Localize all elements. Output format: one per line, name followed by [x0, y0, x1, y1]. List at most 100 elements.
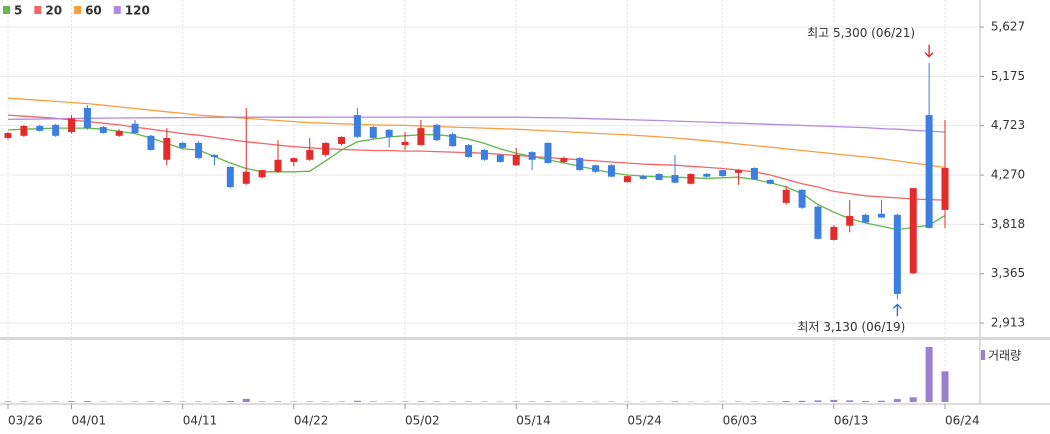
volume-bar [195, 401, 203, 402]
candle-body [766, 179, 774, 184]
candle-body [449, 134, 457, 147]
candle-body [52, 124, 60, 136]
candle-body [735, 170, 743, 173]
candle-body [179, 142, 187, 148]
moving-average-line [7, 97, 946, 169]
volume-bar [782, 401, 790, 402]
volume-legend-swatch [981, 350, 985, 360]
candle-body [385, 129, 393, 137]
volume-bar [893, 399, 901, 402]
candle-body [830, 226, 838, 240]
candle-body [814, 206, 822, 239]
candle-body [480, 149, 488, 160]
candle-body [274, 159, 282, 172]
candle-body [512, 154, 520, 166]
y-tick-label: 5,627 [991, 20, 1025, 34]
volume-bar [226, 401, 234, 402]
candle-body [115, 130, 123, 136]
volume-bar [798, 400, 806, 402]
volume-bar [147, 401, 155, 402]
candle-body [417, 128, 425, 146]
candle-body [353, 115, 361, 137]
candle-body [750, 167, 758, 180]
low-arrow [892, 303, 902, 317]
candle-body [576, 158, 584, 171]
candle-body [687, 173, 695, 184]
y-tick-label: 4,723 [991, 118, 1025, 132]
candle-body [862, 214, 870, 223]
candle-body [131, 123, 139, 134]
volume-bar [671, 401, 679, 402]
candle-body [99, 127, 107, 134]
candle-body [465, 145, 473, 158]
volume-bar [242, 398, 250, 402]
x-tick-label: 04/11 [183, 414, 218, 428]
x-tick-label: 06/03 [723, 414, 758, 428]
candle-body [433, 124, 441, 141]
y-tick-label: 3,818 [991, 217, 1025, 231]
low-annotation: 최저 3,130 (06/19) [797, 320, 905, 334]
volume-bar [544, 401, 552, 402]
candle-body [877, 213, 885, 218]
volume-bar [369, 401, 377, 402]
high-annotation: 최고 5,300 (06/21) [807, 26, 915, 40]
y-tick-label: 5,175 [991, 69, 1025, 83]
volume-bar [846, 400, 854, 402]
candle-body [941, 167, 949, 210]
volume-bar [909, 397, 917, 402]
legend-swatch [3, 6, 10, 14]
candle-body [195, 142, 203, 159]
volume-bar [941, 371, 949, 402]
candle-body [925, 115, 933, 228]
volume-bar [925, 347, 933, 402]
candle-body [496, 154, 504, 162]
candle-body [401, 141, 409, 146]
volume-bar [814, 400, 822, 402]
volume-bar [417, 401, 425, 402]
x-tick-label: 05/02 [405, 414, 440, 428]
volume-bar [862, 401, 870, 402]
x-tick-label: 06/24 [945, 414, 980, 428]
candle-body [623, 176, 631, 183]
x-tick-label: 03/26 [8, 414, 43, 428]
candle-body [20, 125, 28, 136]
legend-swatch [74, 6, 82, 14]
candle-body [544, 142, 552, 164]
volume-bar [83, 401, 91, 402]
high-arrow [924, 44, 934, 58]
x-tick-label: 06/13 [834, 414, 869, 428]
candle-body [719, 170, 727, 177]
legend-label: 60 [85, 4, 102, 18]
volume-bar [877, 400, 885, 402]
volume-bar [830, 399, 838, 402]
volume-bar [20, 401, 28, 402]
y-tick-label: 2,913 [991, 316, 1025, 330]
x-tick-label: 05/14 [516, 414, 551, 428]
candle-body [258, 170, 266, 178]
y-tick-label: 4,270 [991, 168, 1025, 182]
candle-body [322, 142, 330, 155]
volume-bar [258, 401, 266, 402]
candle-body [592, 165, 600, 172]
legend-swatch [113, 6, 121, 14]
volume-bar [68, 401, 76, 402]
candle-body [798, 189, 806, 208]
candle-body [909, 188, 917, 274]
candle-body [68, 118, 76, 132]
y-tick-label: 3,365 [991, 266, 1025, 280]
candle-body [163, 137, 171, 160]
candle-body [671, 175, 679, 183]
candle-body [242, 171, 250, 184]
candle-body [846, 215, 854, 226]
candle-body [83, 107, 91, 129]
candle-body [703, 173, 711, 177]
candle-body [655, 173, 663, 180]
legend-swatch [34, 6, 42, 14]
candle-body [607, 165, 615, 177]
candle-body [306, 149, 314, 160]
volume-bar [306, 401, 314, 402]
legend-label: 20 [45, 4, 62, 18]
